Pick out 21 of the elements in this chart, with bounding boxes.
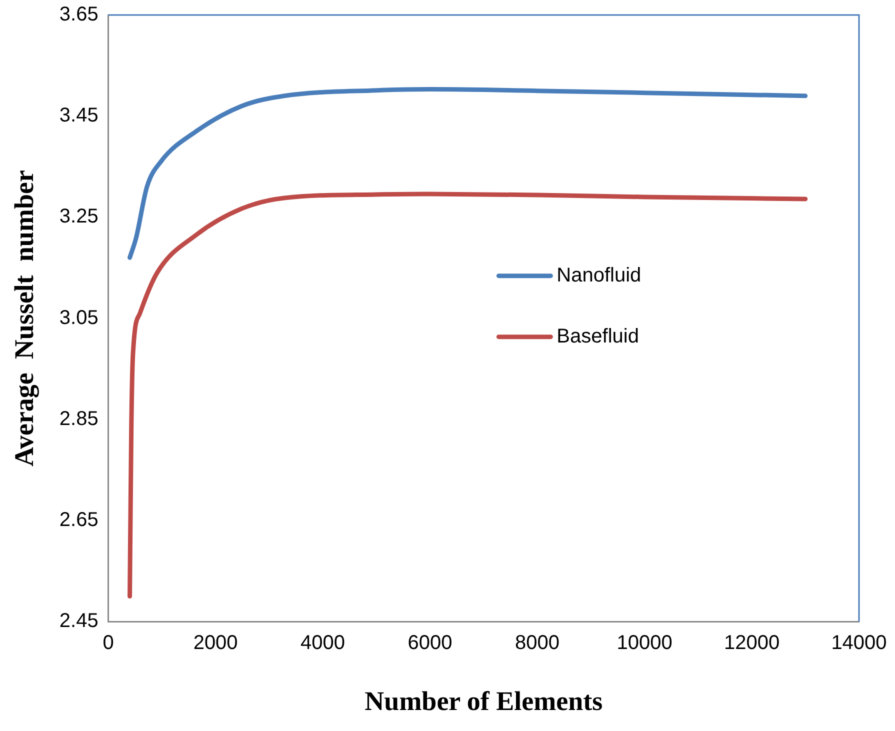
y-tick-label: 3.05: [59, 306, 98, 329]
legend-label: Basefluid: [556, 325, 639, 348]
y-tick-label: 2.85: [59, 408, 98, 430]
line-series: [128, 87, 808, 260]
legend-label: Nanofluid: [556, 264, 642, 286]
x-tick-label: 8000: [515, 632, 560, 654]
y-tick-label: 3.65: [59, 4, 98, 26]
x-tick-label: 14000: [831, 632, 887, 654]
y-tick-label: 2.45: [59, 610, 98, 632]
y-tick-label: 3.25: [59, 206, 98, 228]
y-tick-label: 2.65: [59, 509, 98, 532]
x-tick-label: 0: [102, 632, 114, 654]
x-tick-label: 12000: [724, 632, 780, 654]
y-axis-title: Average Nusselt number: [9, 170, 40, 467]
line-series: [128, 192, 808, 599]
x-tick-label: 2000: [193, 632, 238, 654]
x-tick-label: 10000: [616, 632, 672, 654]
x-axis-title: Number of Elements: [364, 686, 603, 716]
y-tick-label: 3.45: [59, 104, 98, 127]
x-tick-label: 4000: [300, 632, 346, 654]
x-tick-label: 6000: [408, 632, 452, 654]
